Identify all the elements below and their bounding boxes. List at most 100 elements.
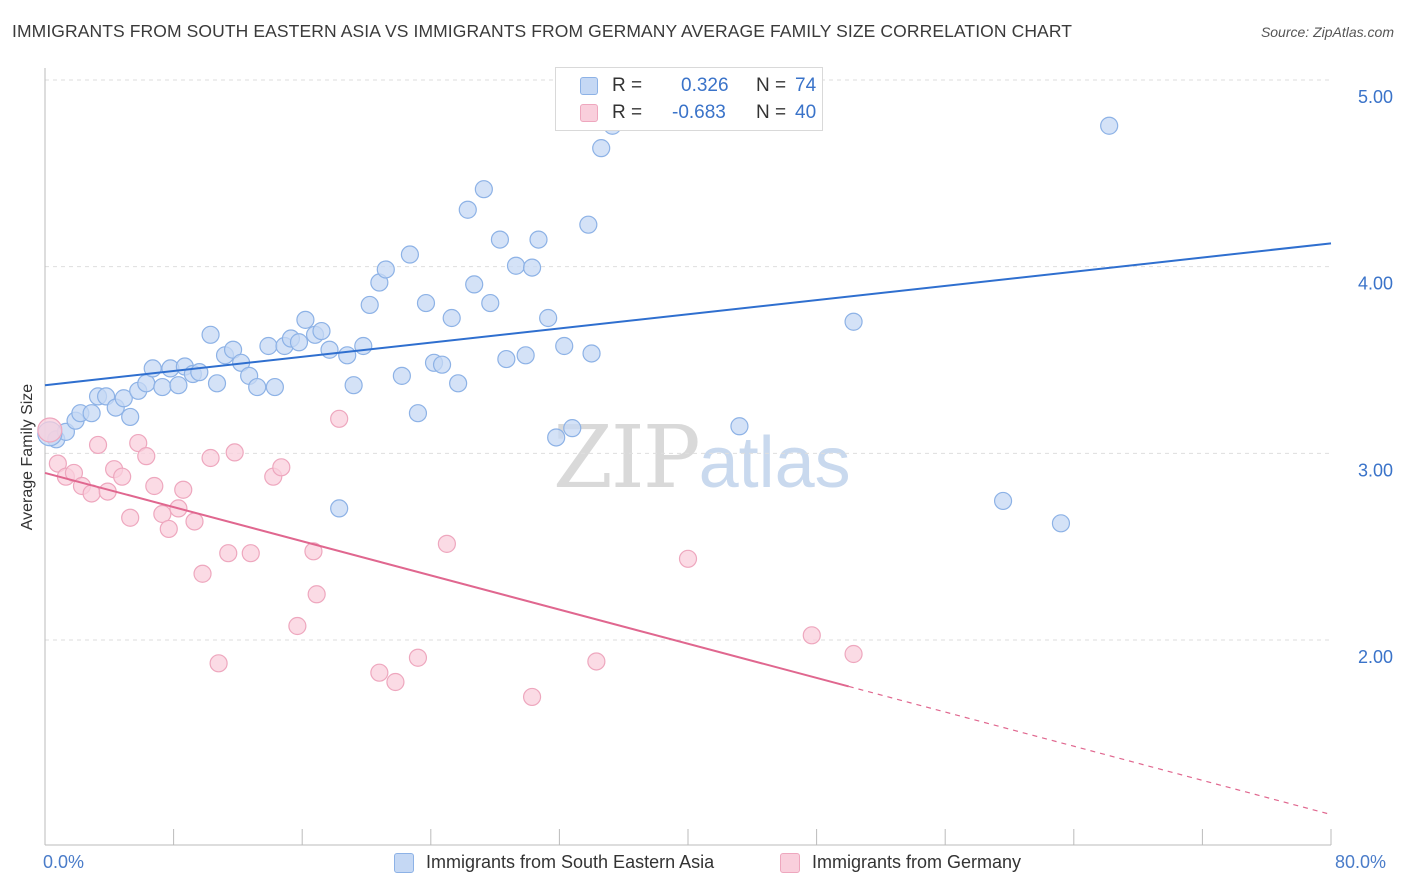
legend-n-label: N = bbox=[756, 102, 787, 123]
point-southeast-asia bbox=[400, 245, 420, 264]
legend-n-value: 40 bbox=[795, 102, 817, 123]
point-germany bbox=[844, 644, 863, 664]
trend-lines bbox=[44, 242, 1332, 816]
point-germany bbox=[129, 433, 148, 453]
point-germany bbox=[678, 549, 698, 568]
point-southeast-asia bbox=[312, 321, 331, 341]
point-southeast-asia bbox=[993, 491, 1013, 511]
point-southeast-asia bbox=[330, 499, 349, 518]
y-tick-label: 5.00 bbox=[1358, 87, 1393, 107]
chart-title: IMMIGRANTS FROM SOUTH EASTERN ASIA VS IM… bbox=[12, 21, 1073, 41]
point-germany bbox=[522, 687, 542, 707]
point-germany bbox=[307, 585, 326, 604]
point-southeast-asia bbox=[190, 363, 209, 382]
point-germany bbox=[386, 672, 405, 692]
x-tick-label-min: 0.0% bbox=[43, 852, 85, 872]
legend-r-value: -0.683 bbox=[672, 102, 726, 123]
point-germany bbox=[185, 512, 204, 531]
point-southeast-asia bbox=[207, 374, 227, 393]
point-southeast-asia bbox=[458, 200, 477, 219]
point-southeast-asia bbox=[121, 407, 140, 427]
point-germany bbox=[159, 519, 178, 539]
point-southeast-asia bbox=[392, 366, 411, 385]
point-southeast-asia bbox=[354, 336, 373, 356]
data-points bbox=[37, 116, 1119, 707]
point-germany bbox=[304, 542, 323, 561]
legend-swatch-pink bbox=[580, 104, 598, 122]
point-southeast-asia bbox=[465, 275, 484, 294]
bottom-legend-swatch-pink bbox=[780, 853, 800, 873]
bottom-legend-label: Immigrants from Germany bbox=[812, 852, 1022, 872]
point-southeast-asia bbox=[522, 258, 542, 277]
trend-line-germany bbox=[44, 471, 850, 688]
point-germany bbox=[37, 417, 63, 443]
point-southeast-asia bbox=[506, 256, 526, 275]
point-southeast-asia bbox=[259, 336, 278, 356]
point-southeast-asia bbox=[432, 355, 452, 374]
point-germany bbox=[113, 467, 132, 486]
legend-n-value: 74 bbox=[795, 75, 817, 96]
point-southeast-asia bbox=[416, 293, 436, 313]
y-tick-label: 3.00 bbox=[1358, 460, 1393, 480]
legend-r-label: R = bbox=[612, 75, 643, 96]
point-germany bbox=[225, 443, 244, 462]
point-germany bbox=[174, 480, 193, 499]
point-germany bbox=[370, 663, 389, 682]
bottom-legend-swatch-blue bbox=[394, 853, 414, 873]
point-germany bbox=[88, 435, 108, 455]
point-southeast-asia bbox=[490, 230, 510, 249]
point-southeast-asia bbox=[344, 376, 363, 395]
point-southeast-asia bbox=[248, 377, 267, 397]
point-germany bbox=[137, 447, 156, 466]
point-germany bbox=[241, 544, 260, 563]
point-germany bbox=[201, 448, 220, 468]
legend-r-value: 0.326 bbox=[681, 75, 729, 96]
axes bbox=[44, 68, 1332, 846]
x-tick-label-max: 80.0% bbox=[1335, 852, 1387, 872]
legend-n-label: N = bbox=[756, 75, 787, 96]
stats-legend: R = 0.326 N = 74 R = -0.683 N = 40 bbox=[555, 67, 823, 131]
point-southeast-asia bbox=[82, 404, 101, 423]
point-germany bbox=[209, 654, 228, 673]
point-germany bbox=[408, 648, 428, 667]
point-germany bbox=[272, 458, 291, 477]
legend-swatch-blue bbox=[580, 77, 598, 95]
point-southeast-asia bbox=[555, 336, 574, 356]
point-southeast-asia bbox=[563, 419, 582, 438]
point-southeast-asia bbox=[582, 344, 601, 363]
trend-line-germany-extension bbox=[848, 685, 1332, 816]
point-southeast-asia bbox=[169, 376, 188, 395]
point-southeast-asia bbox=[449, 374, 468, 393]
point-germany bbox=[587, 652, 606, 671]
point-germany bbox=[330, 409, 349, 428]
point-southeast-asia bbox=[201, 325, 220, 344]
y-tick-label: 4.00 bbox=[1358, 274, 1393, 294]
point-southeast-asia bbox=[442, 308, 461, 328]
point-southeast-asia bbox=[539, 308, 558, 328]
point-southeast-asia bbox=[289, 333, 309, 352]
point-southeast-asia bbox=[529, 230, 548, 249]
y-tick-label: 2.00 bbox=[1358, 647, 1393, 667]
point-southeast-asia bbox=[320, 340, 339, 359]
point-southeast-asia bbox=[223, 340, 243, 359]
point-southeast-asia bbox=[730, 417, 749, 436]
point-southeast-asia bbox=[114, 389, 133, 408]
point-southeast-asia bbox=[296, 310, 315, 329]
point-germany bbox=[219, 544, 238, 563]
bottom-legend-label: Immigrants from South Eastern Asia bbox=[426, 852, 715, 872]
point-southeast-asia bbox=[497, 349, 516, 369]
point-southeast-asia bbox=[408, 404, 428, 423]
point-southeast-asia bbox=[474, 180, 493, 199]
point-germany bbox=[802, 626, 821, 645]
point-southeast-asia bbox=[547, 428, 566, 447]
point-southeast-asia bbox=[1051, 514, 1071, 533]
point-germany bbox=[288, 616, 307, 636]
point-germany bbox=[48, 454, 67, 473]
y-tick-labels: 2.00 3.00 4.00 5.00 bbox=[1358, 87, 1393, 667]
point-southeast-asia bbox=[1100, 116, 1119, 135]
point-southeast-asia bbox=[592, 139, 611, 158]
point-southeast-asia bbox=[153, 377, 172, 397]
point-southeast-asia bbox=[481, 293, 500, 313]
legend-r-label: R = bbox=[612, 102, 643, 123]
trend-line-southeast-asia bbox=[44, 242, 1332, 387]
